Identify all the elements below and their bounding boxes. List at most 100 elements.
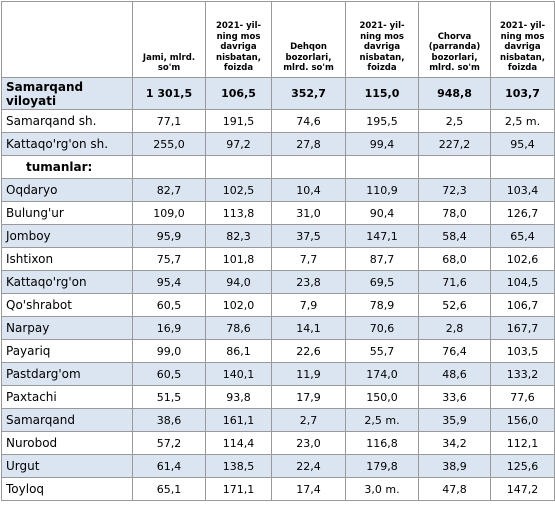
row-label: Narpay bbox=[1, 316, 133, 340]
table-row: Bulung'ur 109,0 113,8 31,0 90,4 78,0 126,7 bbox=[1, 201, 555, 225]
table-row: Urgut 61,4 138,5 22,4 179,8 38,9 125,6 bbox=[1, 454, 555, 478]
value-cell: 103,4 bbox=[490, 178, 555, 202]
row-label: Ishtixon bbox=[1, 247, 133, 271]
table-row: tumanlar: bbox=[1, 155, 555, 179]
column-header: 2021- yil-ning mos davriga nisbatan, foi… bbox=[490, 1, 555, 78]
value-cell: 99,0 bbox=[132, 339, 206, 363]
value-cell: 113,8 bbox=[205, 201, 272, 225]
value-cell: 48,6 bbox=[418, 362, 491, 386]
value-cell: 87,7 bbox=[345, 247, 419, 271]
value-cell: 106,5 bbox=[205, 77, 272, 110]
value-cell: 138,5 bbox=[205, 454, 272, 478]
column-header: Dehqon bozorlari, mlrd. so'm bbox=[271, 1, 346, 78]
row-label: Toyloq bbox=[1, 477, 133, 501]
value-cell: 94,0 bbox=[205, 270, 272, 294]
empty-cell bbox=[345, 155, 419, 179]
table-row: Kattaqo'rg'on 95,4 94,0 23,8 69,5 71,6 104,5 bbox=[1, 270, 555, 294]
value-cell: 191,5 bbox=[205, 109, 272, 133]
row-label: Paxtachi bbox=[1, 385, 133, 409]
table-body: Samarqand viloyati 1 301,5 106,5 352,7 115,0… bbox=[1, 77, 555, 501]
column-header: Jami, mlrd. so'm bbox=[132, 1, 206, 78]
value-cell: 114,4 bbox=[205, 431, 272, 455]
value-cell: 102,6 bbox=[490, 247, 555, 271]
value-cell: 47,8 bbox=[418, 477, 491, 501]
row-label: Nurobod bbox=[1, 431, 133, 455]
value-cell: 352,7 bbox=[271, 77, 346, 110]
value-cell: 179,8 bbox=[345, 454, 419, 478]
table-row: Toyloq 65,1 171,1 17,4 3,0 m. 47,8 147,2 bbox=[1, 477, 555, 501]
empty-cell bbox=[490, 155, 555, 179]
value-cell: 74,6 bbox=[271, 109, 346, 133]
value-cell: 97,2 bbox=[205, 132, 272, 156]
value-cell: 99,4 bbox=[345, 132, 419, 156]
value-cell: 75,7 bbox=[132, 247, 206, 271]
value-cell: 17,4 bbox=[271, 477, 346, 501]
value-cell: 112,1 bbox=[490, 431, 555, 455]
value-cell: 17,9 bbox=[271, 385, 346, 409]
value-cell: 60,5 bbox=[132, 293, 206, 317]
value-cell: 95,4 bbox=[132, 270, 206, 294]
value-cell: 2,5 m. bbox=[345, 408, 419, 432]
value-cell: 71,6 bbox=[418, 270, 491, 294]
value-cell: 61,4 bbox=[132, 454, 206, 478]
value-cell: 102,5 bbox=[205, 178, 272, 202]
value-cell: 14,1 bbox=[271, 316, 346, 340]
value-cell: 140,1 bbox=[205, 362, 272, 386]
value-cell: 52,6 bbox=[418, 293, 491, 317]
value-cell: 55,7 bbox=[345, 339, 419, 363]
value-cell: 103,5 bbox=[490, 339, 555, 363]
value-cell: 95,4 bbox=[490, 132, 555, 156]
value-cell: 60,5 bbox=[132, 362, 206, 386]
table-row: Nurobod 57,2 114,4 23,0 116,8 34,2 112,1 bbox=[1, 431, 555, 455]
value-cell: 103,7 bbox=[490, 77, 555, 110]
row-label: Oqdaryo bbox=[1, 178, 133, 202]
value-cell: 65,4 bbox=[490, 224, 555, 248]
value-cell: 82,3 bbox=[205, 224, 272, 248]
value-cell: 58,4 bbox=[418, 224, 491, 248]
data-table: Jami, mlrd. so'm 2021- yil-ning mos davri… bbox=[1, 1, 555, 501]
value-cell: 948,8 bbox=[418, 77, 491, 110]
value-cell: 167,7 bbox=[490, 316, 555, 340]
value-cell: 255,0 bbox=[132, 132, 206, 156]
value-cell: 34,2 bbox=[418, 431, 491, 455]
table-row: Ishtixon 75,7 101,8 7,7 87,7 68,0 102,6 bbox=[1, 247, 555, 271]
value-cell: 35,9 bbox=[418, 408, 491, 432]
value-cell: 174,0 bbox=[345, 362, 419, 386]
row-label: Samarqand viloyati bbox=[1, 77, 133, 110]
header-row: Jami, mlrd. so'm 2021- yil-ning mos davri… bbox=[1, 1, 555, 78]
value-cell: 23,8 bbox=[271, 270, 346, 294]
table-row: Samarqand sh. 77,1 191,5 74,6 195,5 2,5 2,5 m. bbox=[1, 109, 555, 133]
row-label: Urgut bbox=[1, 454, 133, 478]
value-cell: 78,0 bbox=[418, 201, 491, 225]
row-label: Kattaqo'rg'on bbox=[1, 270, 133, 294]
value-cell: 147,1 bbox=[345, 224, 419, 248]
value-cell: 227,2 bbox=[418, 132, 491, 156]
row-label: Bulung'ur bbox=[1, 201, 133, 225]
value-cell: 110,9 bbox=[345, 178, 419, 202]
value-cell: 22,6 bbox=[271, 339, 346, 363]
value-cell: 171,1 bbox=[205, 477, 272, 501]
value-cell: 65,1 bbox=[132, 477, 206, 501]
value-cell: 93,8 bbox=[205, 385, 272, 409]
value-cell: 77,1 bbox=[132, 109, 206, 133]
empty-cell bbox=[132, 155, 206, 179]
value-cell: 70,6 bbox=[345, 316, 419, 340]
table-row: Samarqand viloyati 1 301,5 106,5 352,7 115,0… bbox=[1, 77, 555, 110]
value-cell: 1 301,5 bbox=[132, 77, 206, 110]
corner-cell bbox=[1, 1, 133, 78]
column-header: 2021- yil-ning mos davriga nisbatan, foi… bbox=[345, 1, 419, 78]
value-cell: 76,4 bbox=[418, 339, 491, 363]
value-cell: 2,5 m. bbox=[490, 109, 555, 133]
value-cell: 57,2 bbox=[132, 431, 206, 455]
value-cell: 150,0 bbox=[345, 385, 419, 409]
value-cell: 116,8 bbox=[345, 431, 419, 455]
value-cell: 2,5 bbox=[418, 109, 491, 133]
value-cell: 125,6 bbox=[490, 454, 555, 478]
value-cell: 126,7 bbox=[490, 201, 555, 225]
row-label: Pastdarg'om bbox=[1, 362, 133, 386]
value-cell: 7,9 bbox=[271, 293, 346, 317]
table-row: Jomboy 95,9 82,3 37,5 147,1 58,4 65,4 bbox=[1, 224, 555, 248]
value-cell: 2,7 bbox=[271, 408, 346, 432]
value-cell: 31,0 bbox=[271, 201, 346, 225]
column-header: 2021- yil-ning mos davriga nisbatan, foi… bbox=[205, 1, 272, 78]
